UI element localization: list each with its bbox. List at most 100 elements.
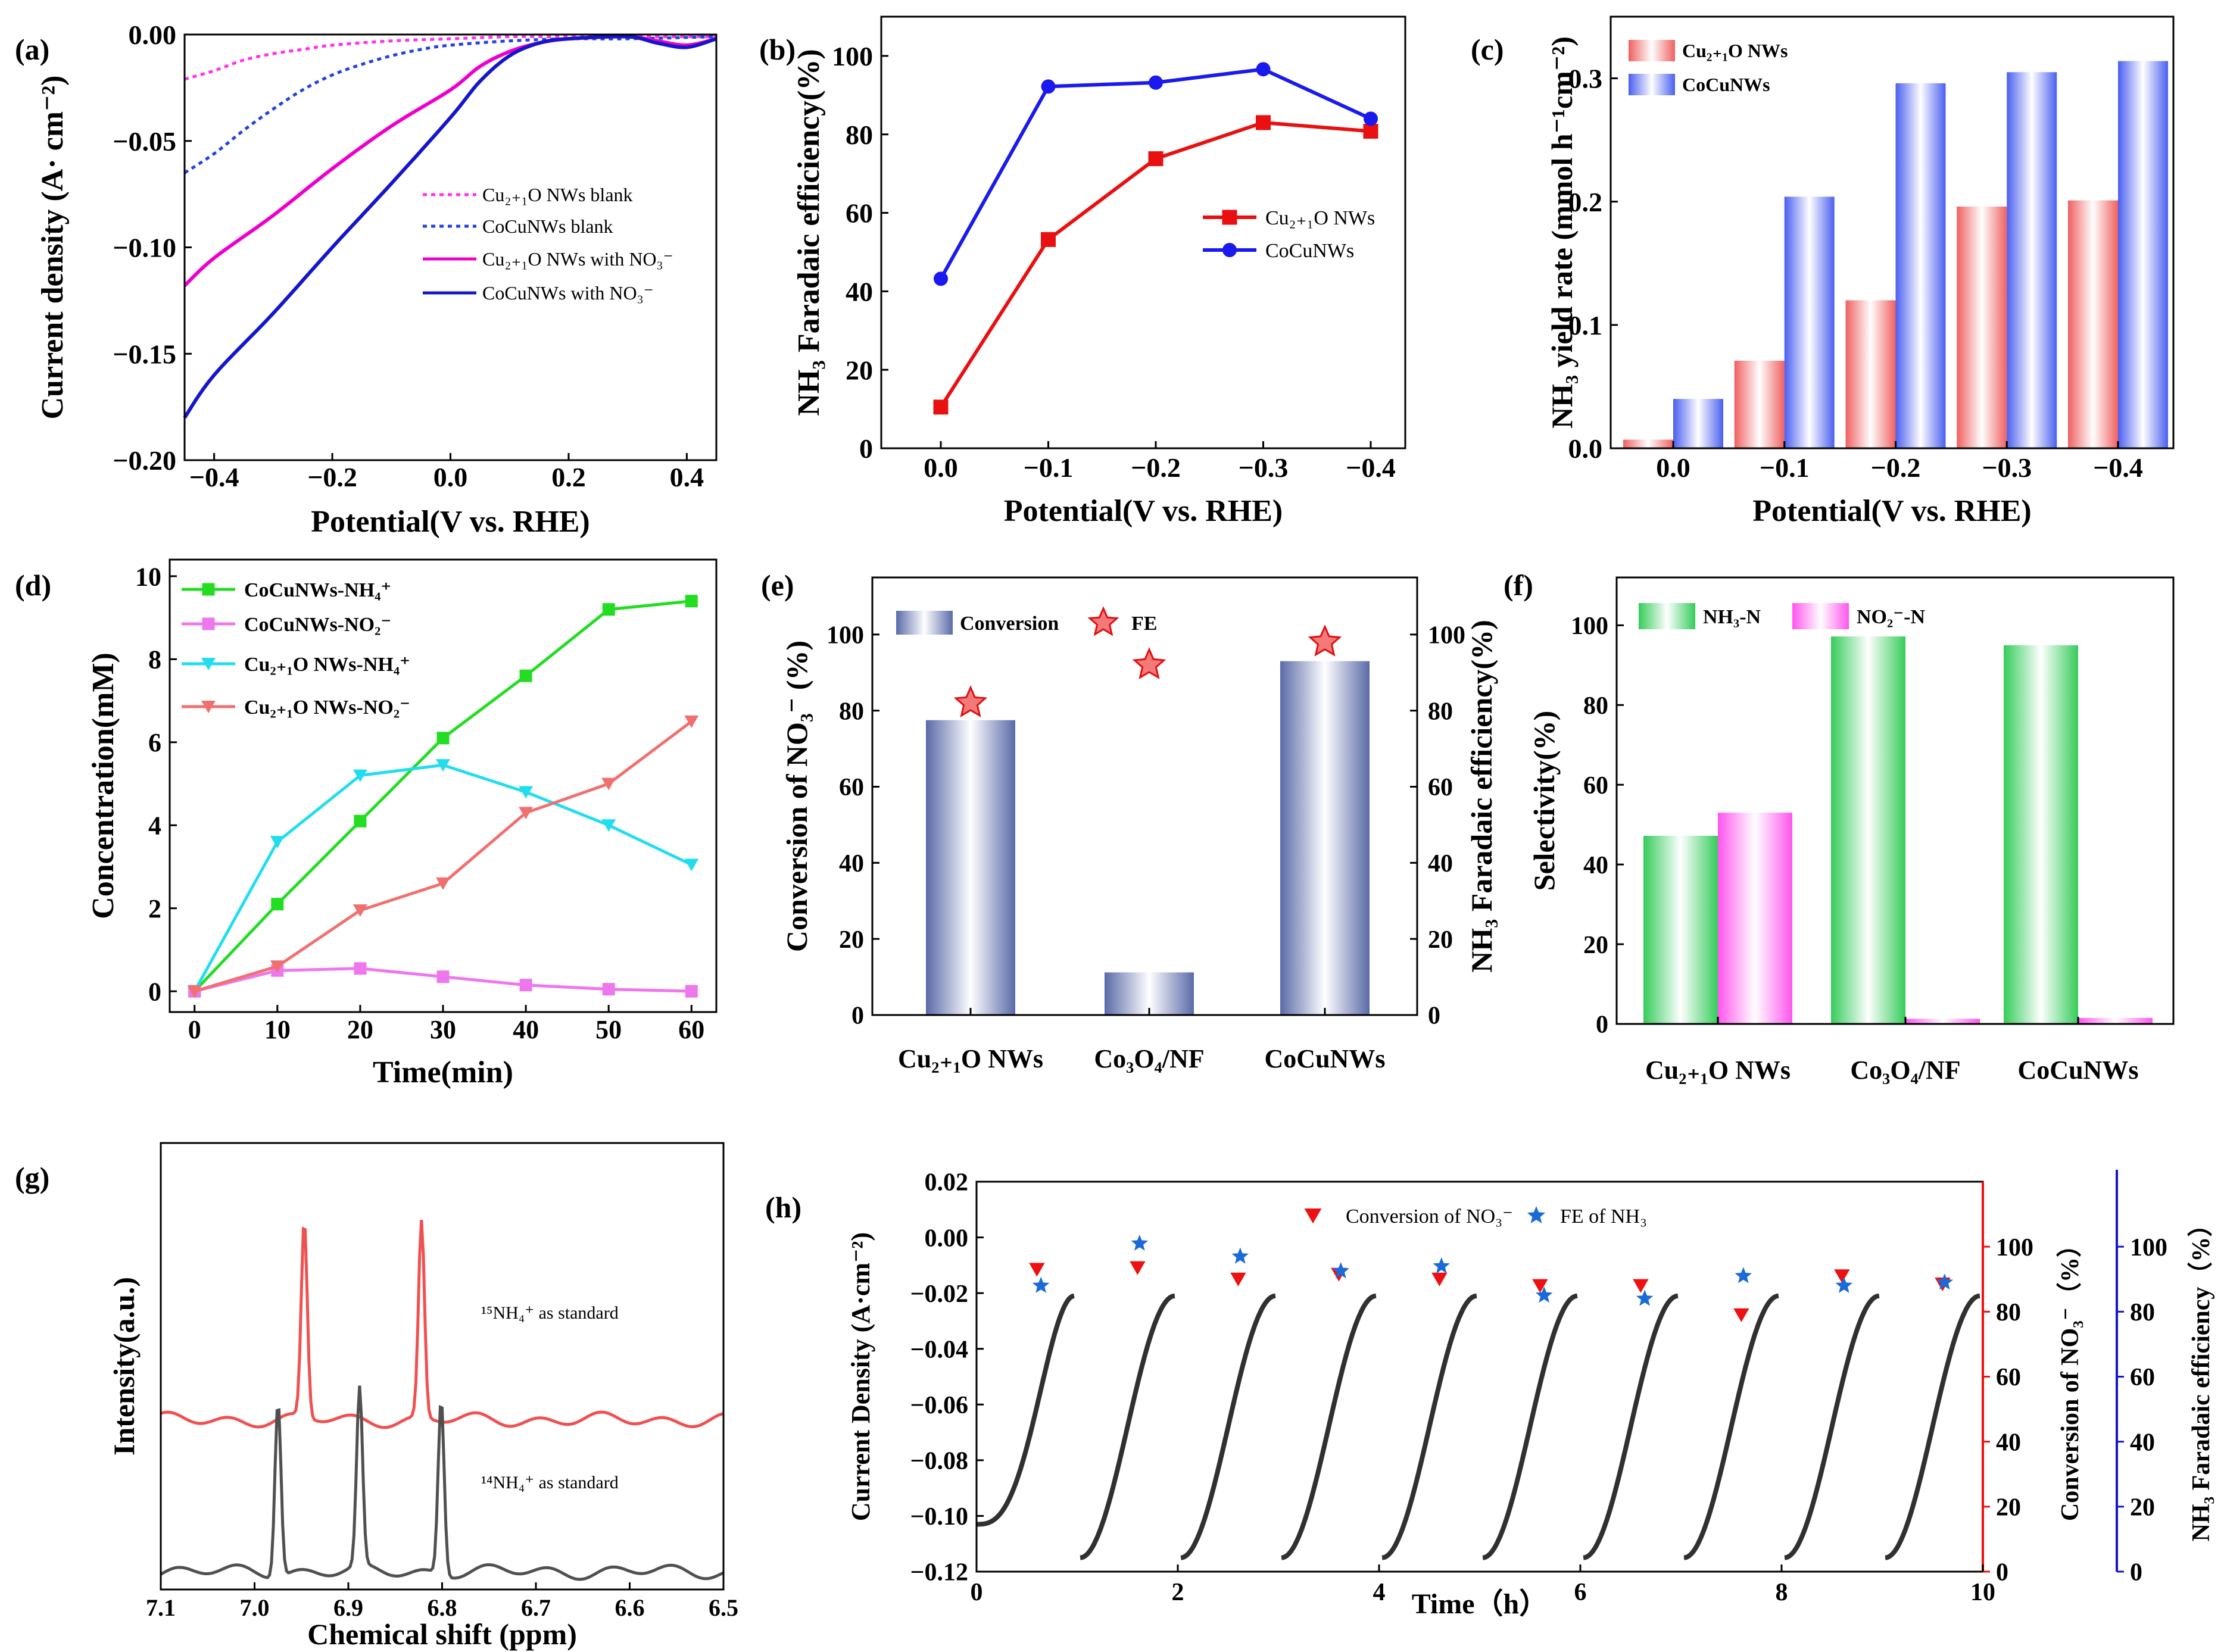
plot-frame — [183, 33, 718, 461]
data-point — [436, 877, 450, 890]
legend-entry: FE of NH₃ — [1560, 1206, 1647, 1228]
data-point — [1363, 123, 1378, 139]
y-axis-label-mid: Conversion of NO₃⁻（%） — [2056, 1232, 2084, 1521]
y-tick-label: 60 — [846, 198, 873, 229]
x-tick-label: 0 — [188, 1015, 201, 1044]
panel-c: 0.0 −0.1 −0.2 −0.3 −0.4 0.0 0.1 0.2 0.3 (c) Potent… — [1471, 15, 2175, 528]
x-tick-label: CoCuNWs — [1265, 1044, 1386, 1073]
legend-entry: CoCuNWs-NH₄⁺ — [244, 579, 391, 601]
fe-star — [953, 685, 988, 717]
y-tick-label: 20 — [1583, 932, 1608, 959]
data-point — [1149, 75, 1163, 90]
y-tick-label: 60 — [1583, 772, 1608, 800]
panel-label: (e) — [761, 569, 794, 602]
fe-point — [1835, 1276, 1852, 1293]
data-point — [519, 807, 534, 820]
legend-entry: CoCuNWs — [1682, 74, 1770, 95]
y-tick-label: 80 — [2130, 1299, 2155, 1326]
fe-point — [1332, 1262, 1349, 1279]
y-tick-label: 0.3 — [1568, 64, 1603, 94]
data-point — [436, 970, 450, 983]
current-trace — [1583, 1293, 1679, 1560]
bar — [1905, 1019, 1980, 1024]
x-tick-label: 8 — [1776, 1579, 1788, 1606]
data-point — [270, 960, 285, 973]
y-tick-label: −0.15 — [113, 339, 176, 369]
plot-frame — [880, 15, 1406, 449]
bar — [2068, 200, 2118, 448]
y-tick-label: 8 — [148, 645, 161, 674]
y-tick-label: 60 — [839, 774, 864, 801]
y-tick-label: 0.0 — [1568, 433, 1603, 464]
x-tick-label: 0.0 — [924, 452, 958, 483]
fe-point — [1735, 1267, 1752, 1283]
bar — [1784, 196, 1835, 448]
x-tick-label: Co₃O₄/NF — [1850, 1055, 1960, 1085]
y-tick-label: 40 — [2130, 1429, 2155, 1456]
y-tick-label: 20 — [846, 355, 873, 385]
data-point — [602, 603, 615, 616]
data-point — [353, 769, 367, 782]
y-axis-label: Current density (A· cm⁻²) — [36, 76, 70, 420]
y-tick-label: 60 — [1996, 1364, 2021, 1391]
y-tick-label: 40 — [839, 850, 864, 877]
panel-e: Cu₂₊₁O NWs Co₃O₄/NF CoCuNWs 0 20 40 60 80 100 0 20… — [761, 569, 1498, 1073]
y-tick-label: 0.1 — [1568, 310, 1603, 341]
series-line — [184, 35, 716, 81]
legend-swatch — [1629, 74, 1675, 95]
legend-swatch — [1629, 40, 1675, 61]
current-trace — [1281, 1293, 1377, 1560]
y-tick-label: 40 — [846, 276, 873, 307]
panel-label: (g) — [15, 1161, 49, 1194]
y-tick-label: 0.00 — [925, 1225, 969, 1252]
x-tick-label: 7.1 — [146, 1594, 176, 1621]
data-point — [684, 715, 699, 728]
plot-frame — [1615, 576, 2175, 1025]
fe-point — [1032, 1276, 1050, 1293]
legend-marker — [1087, 606, 1119, 636]
legend-marker — [202, 583, 215, 596]
plot-frame — [160, 1142, 725, 1591]
y-tick-label: 100 — [1996, 1234, 2033, 1261]
legend-marker — [201, 701, 216, 713]
data-point — [601, 819, 616, 832]
x-axis-label: Time（h） — [1412, 1588, 1548, 1620]
x-tick-label: 0.0 — [433, 462, 468, 492]
bar — [1831, 636, 1905, 1024]
bar — [1643, 835, 1718, 1024]
y-tick-label: −0.10 — [113, 233, 176, 263]
panel-g: 7.1 7.0 6.9 6.8 6.7 6.6 6.5 (g) Chemical shift (… — [15, 1142, 738, 1651]
legend-entry: CoCuNWs blank — [482, 216, 613, 237]
y-tick-label: −0.20 — [113, 445, 176, 476]
conversion-point — [1834, 1269, 1850, 1283]
data-point — [1041, 232, 1056, 247]
legend-entry: NH₃-N — [1703, 606, 1761, 628]
x-tick-label: 60 — [678, 1015, 704, 1044]
x-tick-label: −0.4 — [1346, 452, 1396, 483]
y-tick-label: 40 — [1428, 850, 1453, 877]
y-tick-label: 0.00 — [129, 20, 177, 50]
y-tick-label: 40 — [1583, 852, 1608, 879]
bar — [2007, 72, 2057, 448]
x-tick-label: −0.1 — [1760, 452, 1810, 483]
y-axis-label-right: NH₃ Faradaic efficiency(%) — [1465, 620, 1498, 973]
bar — [2078, 1017, 2153, 1024]
data-point — [354, 814, 367, 827]
y-tick-label: 60 — [1428, 774, 1453, 801]
x-tick-label: 50 — [595, 1015, 622, 1044]
panel-label: (c) — [1471, 33, 1504, 66]
y-tick-label: 20 — [839, 926, 864, 954]
data-point — [436, 732, 450, 745]
x-tick-label: 0.4 — [670, 462, 704, 492]
bar — [1623, 439, 1673, 448]
legend-swatch — [896, 611, 953, 635]
bar — [1280, 661, 1370, 1015]
y-tick-label: 0 — [2130, 1559, 2142, 1587]
bar — [1845, 300, 1896, 448]
spectrum-annotation: ¹⁵NH₄⁺ as standard — [481, 1303, 619, 1323]
legend-marker — [1222, 243, 1237, 257]
x-tick-label: −0.2 — [1131, 452, 1181, 483]
current-trace — [1784, 1293, 1880, 1560]
y-tick-label: 80 — [1428, 698, 1453, 725]
